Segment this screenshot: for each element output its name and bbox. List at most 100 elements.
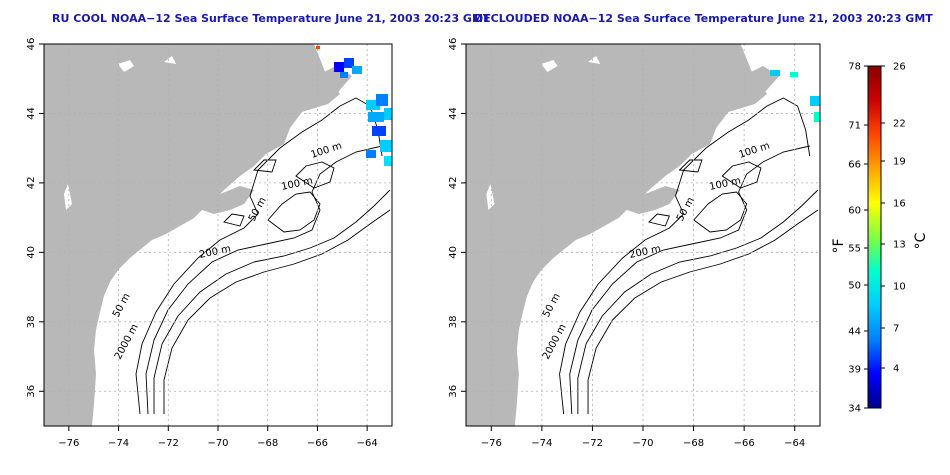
lon-tick-label: −74 bbox=[531, 438, 552, 449]
nova-scotia-land bbox=[288, 66, 352, 108]
inland-lake bbox=[588, 56, 601, 64]
depth-contour bbox=[153, 189, 391, 414]
sst-pixel bbox=[810, 96, 820, 106]
lon-tick-label: −76 bbox=[481, 438, 502, 449]
depth-contour bbox=[253, 159, 277, 173]
sst-pixel bbox=[790, 72, 798, 77]
land-left bbox=[44, 44, 352, 426]
grid-right bbox=[466, 44, 820, 426]
inland-lake bbox=[541, 60, 558, 72]
colorbar-ramp bbox=[867, 65, 882, 409]
axes-left: −76 −74 −72 −70 −68 −66 −64 46 44 42 40 38 36 bbox=[26, 38, 378, 449]
sst-pixel bbox=[352, 66, 362, 74]
f-tick-label: 39 bbox=[848, 365, 861, 376]
sst-pixel bbox=[366, 150, 376, 158]
land-right bbox=[466, 44, 780, 426]
sst-pixel bbox=[344, 58, 354, 68]
lon-tick-label: −68 bbox=[683, 438, 704, 449]
depth-contour bbox=[163, 209, 391, 414]
fahrenheit-axis-label: °F bbox=[831, 238, 847, 253]
sst-pixel bbox=[366, 100, 380, 110]
f-tick-label: 55 bbox=[848, 244, 861, 255]
colorbar-f-ticks: 78 71 66 60 55 50 44 39 34 bbox=[848, 62, 868, 415]
map-content-right bbox=[466, 44, 820, 426]
depth-contour bbox=[295, 161, 335, 189]
inland-lake bbox=[486, 184, 495, 210]
lon-tick-label: −74 bbox=[108, 438, 129, 449]
depth-contour bbox=[145, 145, 383, 415]
inland-lake bbox=[164, 56, 176, 64]
c-tick-label: 4 bbox=[893, 364, 899, 375]
c-tick-label: 13 bbox=[893, 240, 906, 251]
lat-tick-label: 38 bbox=[26, 315, 37, 328]
f-tick-label: 78 bbox=[848, 62, 861, 73]
colorbar-c-ticks: 26 22 19 16 13 10 7 4 bbox=[881, 62, 906, 375]
coastline-land bbox=[466, 44, 768, 426]
lon-tick-label: −70 bbox=[207, 438, 228, 449]
lat-tick-label: 40 bbox=[448, 246, 459, 259]
axes-right: −76 −74 −72 −70 −68 −66 −64 46 44 42 40 38 36 bbox=[448, 38, 805, 449]
lat-tick-label: 46 bbox=[448, 38, 459, 51]
sst-patches-right bbox=[770, 70, 820, 122]
lon-tick-label: −68 bbox=[257, 438, 278, 449]
depth-contour bbox=[577, 189, 819, 414]
f-tick-label: 66 bbox=[848, 160, 861, 171]
c-tick-label: 26 bbox=[893, 62, 906, 73]
inland-lake bbox=[64, 184, 72, 210]
map-title-left: RU COOL NOAA−12 Sea Surface Temperature … bbox=[52, 12, 491, 25]
depth-contour bbox=[678, 159, 703, 173]
depth-contour bbox=[587, 209, 819, 414]
grid-left bbox=[44, 44, 392, 426]
lon-tick-label: −66 bbox=[307, 438, 328, 449]
lon-tick-label: −64 bbox=[784, 438, 805, 449]
inland-lake bbox=[118, 60, 134, 72]
f-tick-label: 60 bbox=[848, 206, 861, 217]
sst-patches-left bbox=[316, 46, 392, 166]
depth-contour bbox=[223, 213, 245, 227]
lat-tick-label: 38 bbox=[448, 315, 459, 328]
lat-tick-label: 46 bbox=[26, 38, 37, 51]
depth-contour bbox=[569, 145, 810, 415]
sst-pixel bbox=[368, 112, 384, 122]
sst-pixel bbox=[316, 46, 320, 49]
bathymetry-contours-left bbox=[135, 97, 391, 415]
sst-pixel bbox=[376, 94, 388, 106]
sst-pixel bbox=[384, 108, 392, 120]
f-tick-label: 34 bbox=[848, 404, 861, 415]
sst-pixel bbox=[380, 140, 392, 152]
depth-contour bbox=[559, 97, 811, 415]
depth-contour bbox=[135, 97, 383, 415]
depth-contour bbox=[693, 191, 748, 233]
lat-tick-label: 44 bbox=[448, 107, 459, 120]
f-tick-label: 50 bbox=[848, 281, 861, 292]
lat-tick-label: 44 bbox=[26, 107, 37, 120]
sst-pixel bbox=[340, 72, 348, 78]
lon-tick-label: −66 bbox=[734, 438, 755, 449]
lon-tick-label: −72 bbox=[158, 438, 179, 449]
c-tick-label: 16 bbox=[893, 199, 906, 210]
lat-tick-label: 36 bbox=[448, 385, 459, 398]
celsius-axis-label: °C bbox=[913, 232, 929, 249]
c-tick-label: 7 bbox=[893, 324, 899, 335]
lat-tick-label: 42 bbox=[448, 177, 459, 190]
sst-pixel bbox=[384, 156, 392, 166]
c-tick-label: 22 bbox=[893, 119, 906, 130]
colorbar: 78 71 66 60 55 50 44 39 34 26 22 19 16 13 10 7 4 °F °C bbox=[831, 62, 929, 415]
coastline-land bbox=[44, 44, 340, 426]
lon-tick-label: −72 bbox=[582, 438, 603, 449]
c-tick-label: 19 bbox=[893, 157, 906, 168]
bathymetry-contours-right bbox=[559, 97, 819, 415]
f-tick-label: 71 bbox=[848, 121, 861, 132]
c-tick-label: 10 bbox=[893, 282, 906, 293]
depth-contour bbox=[648, 213, 671, 227]
lat-tick-label: 42 bbox=[26, 177, 37, 190]
sst-pixel bbox=[814, 112, 820, 122]
depth-contour bbox=[267, 191, 321, 233]
nova-scotia-land bbox=[714, 66, 780, 108]
depth-contour bbox=[721, 161, 762, 189]
f-tick-label: 44 bbox=[848, 327, 861, 338]
sst-pixel bbox=[770, 70, 780, 76]
